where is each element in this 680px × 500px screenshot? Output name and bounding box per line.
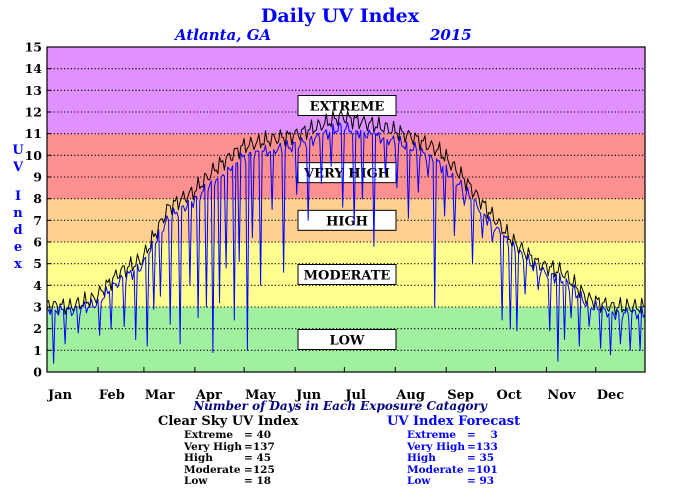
stat-value: = 3 xyxy=(467,429,498,441)
x-ticks: Jan Feb Mar Apr May Jun Jul Aug Sep Oct Nov Dec xyxy=(46,367,625,403)
stat-row: Very High =133 xyxy=(407,440,498,454)
x-tick-label: Jan xyxy=(47,388,73,403)
y-tick-label: 12 xyxy=(25,105,42,120)
band-label-box xyxy=(297,209,397,231)
stat-row: Extreme = 40 xyxy=(184,429,275,442)
chart-title: Daily UV Index xyxy=(260,5,420,27)
stat-value: =133 xyxy=(467,440,498,453)
clear-sky-header: Clear Sky UV Index xyxy=(158,414,299,429)
stats-caption: Number of Days in Each Exposure Catagory xyxy=(193,399,487,413)
y-tick-label: 7 xyxy=(33,213,42,228)
y-tick-label: 11 xyxy=(25,126,42,141)
forecast-stats: UV Index Forecast Extreme = 3 Very High =1… xyxy=(387,414,520,488)
stat-label: Extreme xyxy=(184,429,234,441)
y-axis-label-letter: d xyxy=(13,223,23,238)
plot-frame xyxy=(46,46,646,373)
stat-value: = 45 xyxy=(244,452,272,465)
stat-label: Very High xyxy=(184,440,243,453)
band-label-very-high: VERY HIGH xyxy=(297,162,397,184)
band-label-text: MODERATE xyxy=(304,269,391,284)
y-axis-label-letter: n xyxy=(13,206,23,221)
x-tick-label: Jun xyxy=(295,388,322,403)
y-axis-label-letter: U xyxy=(12,143,24,158)
stat-row: Low = 18 xyxy=(184,476,275,488)
band-label-text: LOW xyxy=(329,334,364,349)
x-tick-label: Jul xyxy=(344,388,366,403)
clear-sky-stats: Clear Sky UV Index Extreme = 40 Very High… xyxy=(158,414,298,488)
series-lines xyxy=(46,110,646,364)
x-tick-label: Mar xyxy=(145,388,175,403)
stat-label: High xyxy=(184,452,213,465)
stat-row: High = 35 xyxy=(407,453,498,465)
band-label-moderate: MODERATE xyxy=(297,264,397,285)
band-label-box xyxy=(297,264,397,285)
y-tick-label: 15 xyxy=(25,40,42,55)
stat-label: Extreme xyxy=(407,429,457,441)
band-label-extreme: EXTREME xyxy=(297,95,397,116)
band-label-text: EXTREME xyxy=(310,100,385,115)
clear-sky-table: Extreme = 40 Very High =137 High = 45 Moder… xyxy=(184,429,275,488)
stat-row: High = 45 xyxy=(184,453,275,465)
y-tick-label: 14 xyxy=(25,61,43,76)
y-tick-label: 2 xyxy=(33,321,42,336)
y-tick-label: 6 xyxy=(33,235,42,250)
forecast-header: UV Index Forecast xyxy=(387,414,521,429)
series-line-0 xyxy=(46,110,645,316)
y-axis-label-letter: e xyxy=(13,240,23,255)
y-tick-label: 4 xyxy=(33,278,42,293)
stat-value: = 40 xyxy=(244,429,272,441)
y-tick-label: 3 xyxy=(33,300,42,315)
stat-row: Moderate =125 xyxy=(184,463,275,477)
band-label-box xyxy=(297,329,397,350)
x-tick-label: Oct xyxy=(497,388,522,403)
y-tick-label: 1 xyxy=(33,343,42,358)
stat-value: = 18 xyxy=(244,475,272,488)
stat-label: High xyxy=(407,452,436,465)
x-tick-label: Sep xyxy=(447,388,474,403)
x-tick-label: May xyxy=(245,388,276,403)
band-label-text: VERY HIGH xyxy=(303,167,390,182)
y-tick-label: 9 xyxy=(33,170,42,185)
stat-label: Low xyxy=(184,475,208,488)
y-axis-label-letter: I xyxy=(14,189,22,204)
stat-value: =137 xyxy=(244,440,275,453)
stat-value: =125 xyxy=(244,463,275,476)
y-axis-label-letter: x xyxy=(14,257,22,272)
forecast-table: Extreme = 3 Very High =133 High = 35 Modera… xyxy=(407,429,498,488)
chart-year: 2015 xyxy=(430,26,472,44)
band-label-high: HIGH xyxy=(297,209,397,231)
stat-label: Low xyxy=(407,475,431,488)
stat-label: Moderate xyxy=(407,463,464,476)
y-tick-label: 10 xyxy=(25,148,43,163)
stat-value: =101 xyxy=(467,463,498,476)
chart-location: Atlanta, GA xyxy=(175,26,272,44)
y-tick-label: 5 xyxy=(33,256,42,271)
stat-row: Moderate =101 xyxy=(407,463,498,477)
x-tick-label: Nov xyxy=(547,388,576,403)
band-label-text: HIGH xyxy=(326,214,368,229)
y-tick-label: 13 xyxy=(25,83,42,98)
x-tick-label: Aug xyxy=(395,388,425,403)
stat-value: = 35 xyxy=(467,452,495,465)
y-tick-label: 0 xyxy=(33,365,42,380)
stat-value: = 93 xyxy=(467,475,495,488)
series-line-1 xyxy=(46,122,646,364)
stat-row: Low = 93 xyxy=(407,476,498,488)
x-tick-label: Feb xyxy=(99,388,125,403)
stat-label: Moderate xyxy=(184,463,241,476)
y-tick-label: 8 xyxy=(33,191,42,206)
x-tick-label: Apr xyxy=(195,388,222,403)
y-axis-label-letter: V xyxy=(12,160,24,175)
x-tick-label: Dec xyxy=(597,388,625,403)
band-labels: LOW MODERATE HIGH VERY HIGH EXTREME xyxy=(297,95,397,350)
band-label-low: LOW xyxy=(297,329,397,350)
stat-label: Very High xyxy=(407,440,466,453)
stat-row: Extreme = 3 xyxy=(407,429,498,442)
stat-row: Very High =137 xyxy=(184,440,275,454)
